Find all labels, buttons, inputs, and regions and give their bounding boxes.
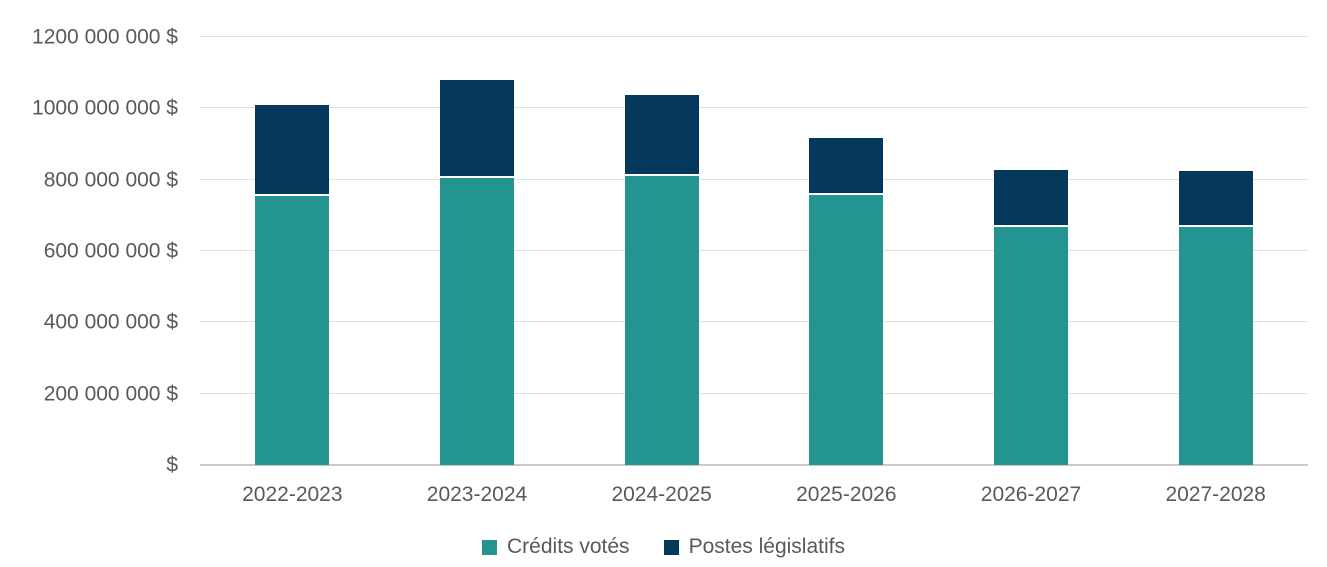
bar-segment-credits-votes-2026-2027 [994,226,1068,465]
y-tick-label: 400 000 000 $ [43,310,178,334]
legend: Crédits votés Postes législatifs [0,535,1327,559]
x-tick-label-2022-2023: 2022-2023 [242,483,343,506]
y-tick-label: 1200 000 000 $ [32,25,178,49]
bar-segment-credits-votes-2024-2025 [624,176,699,465]
legend-label: Postes législatifs [688,535,845,558]
gridline [200,178,1308,180]
x-tick-label-2023-2024: 2023-2024 [426,483,528,506]
gridline [200,392,1308,394]
legend-swatch-icon [482,539,498,555]
bar-segment-postes-legislatifs-2023-2024 [440,79,514,178]
x-tick-label-2024-2025: 2024-2025 [611,483,712,506]
bar-segment-credits-votes-2022-2023 [255,195,330,465]
bar-segment-postes-legislatifs-2025-2026 [809,138,884,195]
y-tick-label: 1000 000 000 $ [32,96,178,120]
x-tick-label-2026-2027: 2026-2027 [980,483,1082,506]
bar-segment-credits-votes-2027-2028 [1178,227,1253,465]
y-tick-label: 200 000 000 $ [43,382,178,406]
bar-segment-credits-votes-2023-2024 [440,177,514,465]
gridline [200,250,1308,251]
y-tick-label: $ [166,453,178,477]
legend-item-credits-votes: Crédits votés [482,535,630,559]
bar-segment-postes-legislatifs-2024-2025 [624,94,699,177]
gridline [200,321,1308,323]
x-axis-line [200,464,1308,466]
bar-segment-postes-legislatifs-2027-2028 [1178,171,1253,228]
gridline [200,36,1308,37]
y-tick-label: 800 000 000 $ [43,168,178,192]
bar-segment-postes-legislatifs-2026-2027 [994,170,1068,227]
legend-label: Crédits votés [507,535,630,558]
x-tick-label-2025-2026: 2025-2026 [796,483,897,506]
bar-segment-postes-legislatifs-2022-2023 [255,104,330,196]
gridline [200,107,1308,109]
legend-item-postes-legislatifs: Postes législatifs [663,535,845,559]
bar-segment-credits-votes-2025-2026 [809,194,884,465]
y-tick-label: 600 000 000 $ [43,239,178,263]
x-tick-label-2027-2028: 2027-2028 [1165,483,1266,506]
legend-swatch-icon [663,539,679,555]
